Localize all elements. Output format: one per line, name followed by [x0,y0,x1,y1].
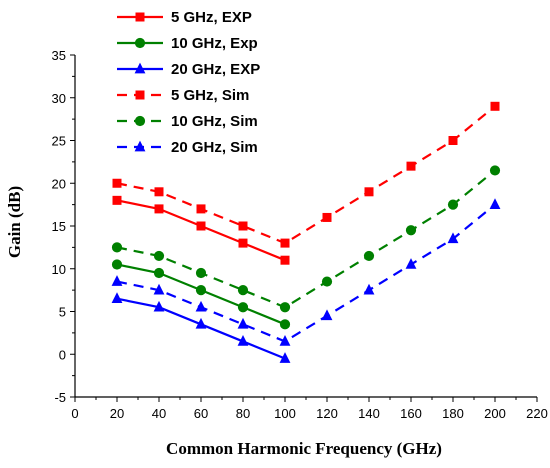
square-marker [154,187,164,197]
circle-marker [489,165,501,176]
circle-marker [195,285,207,296]
x-tick-label: 80 [236,406,250,421]
circle-marker [195,267,207,279]
y-tick-label: 10 [52,262,66,277]
square-marker [490,101,500,111]
legend-entry-2: 10 GHz, Exp [117,35,258,52]
circle-marker [134,37,146,49]
triangle-marker [111,292,123,303]
y-tick-label: 30 [52,91,66,106]
y-tick-label: -5 [54,390,66,405]
legend: 5 GHz, EXP 10 GHz, Exp 20 GHz, EXP 5 GHz, S… [117,9,260,156]
legend-entry-3: 20 GHz, EXP [117,61,260,78]
x-tick-label: 20 [110,406,124,421]
x-tick-label: 0 [71,406,78,421]
series-line [116,203,496,343]
triangle-marker [279,335,291,346]
legend-label: 20 GHz, EXP [171,61,260,78]
square-marker [322,212,332,222]
legend-entry-4: 5 GHz, Sim [117,87,249,104]
square-marker [238,221,248,231]
legend-label: 10 GHz, Sim [171,113,258,130]
circle-marker [321,276,333,287]
circle-marker [111,242,123,253]
triangle-marker [195,317,207,329]
triangle-marker [237,317,249,329]
series-4 [112,101,500,248]
triangle-marker [153,283,165,295]
triangle-marker [111,275,123,286]
y-axis-title: Gain (dB) [5,186,24,258]
square-marker [154,204,164,214]
square-marker [280,238,290,248]
legend-entry-5: 10 GHz, Sim [117,113,258,130]
x-tick-label: 120 [316,406,338,421]
square-marker [238,238,248,248]
triangle-marker [134,62,146,74]
y-tick-label: 15 [52,219,66,234]
square-marker [280,255,290,265]
square-marker [135,90,145,100]
x-tick-label: 200 [484,406,506,421]
triangle-marker [321,309,333,321]
series-6 [111,198,501,346]
x-tick-label: 180 [442,406,464,421]
circle-marker [134,115,146,127]
legend-label: 5 GHz, Sim [171,87,249,104]
triangle-marker [134,140,146,152]
triangle-marker [195,300,207,312]
legend-entry-6: 20 GHz, Sim [117,139,258,156]
triangle-marker [447,232,459,244]
x-tick-label: 160 [400,406,422,421]
series-line [116,169,496,309]
circle-marker [405,225,417,236]
series-layer [111,101,501,363]
triangle-marker [153,300,165,312]
circle-marker [111,259,123,270]
circle-marker [363,250,375,262]
triangle-marker [279,352,291,363]
y-tick-label: 5 [59,305,66,320]
square-marker [112,195,122,205]
x-tick-label: 40 [152,406,166,421]
legend-label: 20 GHz, Sim [171,139,258,156]
square-marker [196,221,206,231]
y-tick-label: 20 [52,176,66,191]
circle-marker [279,319,291,330]
circle-marker [237,302,249,313]
y-tick-label: 0 [59,347,66,362]
triangle-marker [489,198,501,209]
square-marker [448,136,458,145]
series-1 [112,195,290,265]
x-axis-title: Common Harmonic Frequency (GHz) [166,439,442,458]
legend-entry-1: 5 GHz, EXP [117,9,252,26]
legend-label: 5 GHz, EXP [171,9,252,26]
series-3 [111,292,291,363]
square-marker [196,204,206,214]
circle-marker [237,285,249,296]
square-marker [364,187,374,197]
y-tick-label: 25 [52,134,66,149]
circle-marker [153,250,165,262]
y-tick-label: 35 [52,48,66,63]
square-marker [406,161,416,171]
series-2 [111,259,291,330]
x-tick-label: 60 [194,406,208,421]
circle-marker [279,302,291,313]
circle-marker [153,267,165,279]
square-marker [112,178,122,188]
triangle-marker [405,258,417,269]
square-marker [135,12,145,22]
legend-label: 10 GHz, Exp [171,35,258,52]
x-tick-label: 140 [358,406,380,421]
triangle-marker [237,335,249,346]
triangle-marker [363,283,375,295]
circle-marker [447,199,459,210]
axes: 0 20 40 60 80 100 120 140 160 180 200 220 -5 0 5 10 15 20… [52,48,548,421]
series-5 [111,165,501,313]
x-tick-label: 220 [526,406,548,421]
x-tick-label: 100 [274,406,296,421]
